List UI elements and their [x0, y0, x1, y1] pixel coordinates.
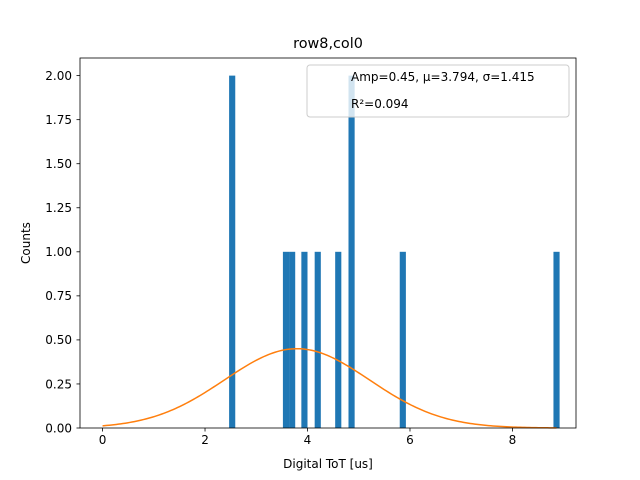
x-tick-label: 0 [99, 433, 107, 447]
bar-1 [282, 251, 290, 428]
x-tick-label: 4 [304, 433, 312, 447]
x-tick-label: 8 [509, 433, 517, 447]
legend-box [306, 64, 570, 118]
y-tick-label: 0.25 [45, 377, 72, 391]
legend-fit-params: Amp=0.45, μ=3.794, σ=1.415 [351, 70, 535, 84]
y-tick-label: 0.75 [45, 289, 72, 303]
bars-group [229, 75, 560, 428]
y-axis-ticks: 0.00 0.25 0.50 0.75 1.00 1.25 1.50 1.75 2.00 [45, 69, 80, 435]
bar-0 [229, 75, 236, 428]
x-tick-label: 6 [406, 433, 414, 447]
x-tick-label: 2 [201, 433, 209, 447]
fit-curve [102, 347, 557, 429]
bar-6 [348, 75, 355, 428]
bar-4 [314, 251, 321, 428]
y-tick-label: 1.75 [45, 113, 72, 127]
x-axis-ticks: 0 2 4 6 8 [99, 428, 517, 447]
bar-5 [335, 251, 342, 428]
legend: Amp=0.45, μ=3.794, σ=1.415 R²=0.094 [306, 64, 570, 118]
chart-title: row8,col0 [293, 36, 363, 52]
y-tick-label: 0.50 [45, 333, 72, 347]
x-axis-label: Digital ToT [us] [283, 457, 373, 471]
bar-3 [301, 251, 308, 428]
y-tick-label: 1.25 [45, 201, 72, 215]
plot-frame [79, 57, 577, 429]
bar-8 [553, 251, 560, 428]
y-tick-label: 1.50 [45, 157, 72, 171]
y-tick-label: 0.00 [45, 421, 72, 435]
y-tick-label: 1.00 [45, 245, 72, 259]
bar-2 [289, 251, 296, 428]
bar-7 [399, 251, 406, 428]
y-axis-label: Counts [19, 222, 33, 264]
legend-r-squared: R²=0.094 [351, 97, 409, 111]
y-tick-label: 2.00 [45, 69, 72, 83]
